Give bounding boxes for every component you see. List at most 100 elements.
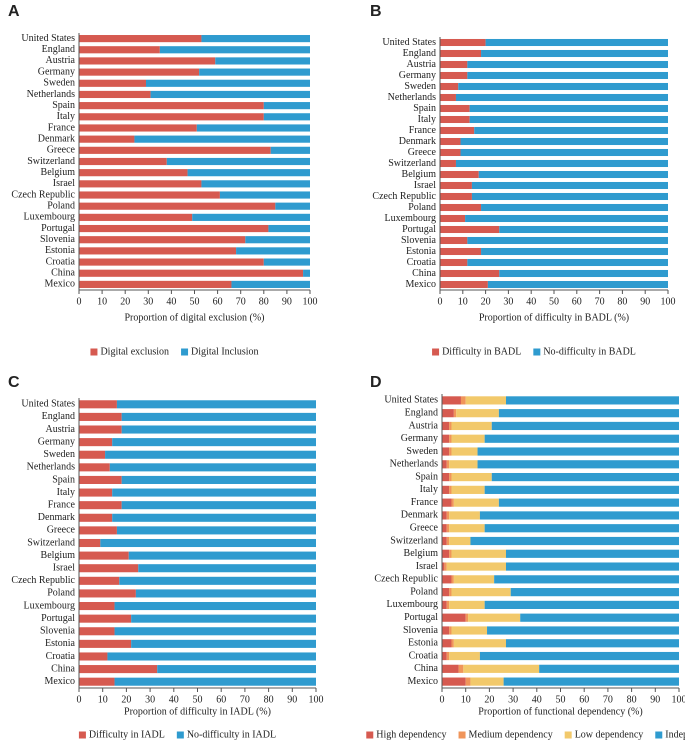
- bar-segment: [440, 148, 461, 157]
- bar-segment: [79, 90, 151, 99]
- bar-segment: [201, 180, 310, 188]
- y-tick-label: Italy: [57, 111, 75, 122]
- y-tick-label: Denmark: [401, 510, 438, 521]
- bar-segment: [131, 639, 316, 648]
- bar-segment: [449, 485, 452, 494]
- bar-segment: [150, 90, 310, 99]
- y-tick-label: Poland: [408, 202, 436, 213]
- x-tick-label: 10: [461, 694, 471, 705]
- y-tick-label: Estonia: [408, 638, 439, 649]
- bar-segment: [79, 258, 264, 266]
- bar-segment: [467, 236, 668, 245]
- y-tick-label: China: [51, 268, 75, 279]
- bar-segment: [442, 511, 447, 520]
- bar-segment: [79, 438, 113, 447]
- y-tick-label: United States: [384, 395, 438, 406]
- x-tick-label: 30: [143, 296, 153, 307]
- bar-segment: [451, 434, 485, 443]
- bar-segment: [479, 651, 679, 661]
- y-tick-label: Portugal: [41, 223, 75, 234]
- bar-segment: [449, 421, 452, 431]
- bar-segment: [440, 159, 456, 168]
- y-tick-label: Germany: [38, 436, 75, 447]
- bar-segment: [263, 258, 310, 266]
- x-tick-label: 100: [661, 296, 676, 307]
- bar-segment: [442, 421, 450, 431]
- bar-segment: [79, 488, 113, 497]
- bar-segment: [119, 576, 316, 585]
- bar-segment: [440, 126, 475, 135]
- y-tick-label: Luxembourg: [24, 600, 75, 611]
- bar-segment: [440, 192, 472, 201]
- x-tick-label: 60: [572, 296, 582, 307]
- y-tick-label: Netherlands: [27, 89, 75, 100]
- bar-segment: [187, 169, 310, 177]
- bar-segment: [112, 513, 317, 522]
- bar-segment: [270, 146, 310, 154]
- y-tick-label: Portugal: [404, 612, 438, 623]
- x-tick-label: 20: [121, 694, 131, 705]
- bar-segment: [460, 137, 668, 146]
- x-tick-label: 30: [145, 694, 155, 705]
- bar-segment: [503, 677, 679, 686]
- bar-segment: [245, 236, 310, 244]
- y-tick-label: Belgium: [41, 550, 76, 561]
- bar-segment: [79, 639, 132, 648]
- bar-segment: [79, 538, 101, 548]
- bar-segment: [79, 213, 193, 221]
- bar-segment: [79, 551, 129, 560]
- bar-segment: [236, 247, 310, 255]
- bar-segment: [79, 526, 117, 535]
- bar-segment: [442, 498, 452, 507]
- bar-segment: [135, 589, 316, 598]
- y-tick-label: Mexico: [44, 676, 75, 687]
- x-tick-label: 0: [77, 296, 82, 307]
- y-tick-label: Switzerland: [390, 535, 438, 546]
- bar-segment: [121, 501, 316, 510]
- legend-label: Difficulty in IADL: [89, 729, 165, 740]
- panel-label: B: [370, 3, 382, 20]
- bar-segment: [440, 71, 468, 80]
- bar-segment: [505, 562, 679, 571]
- bar-segment: [79, 450, 106, 459]
- bar-segment: [451, 588, 511, 597]
- bar-segment: [79, 247, 237, 255]
- bar-segment: [121, 475, 316, 484]
- y-tick-label: Croatia: [409, 650, 439, 661]
- y-tick-label: United States: [21, 33, 75, 44]
- bar-segment: [145, 79, 310, 87]
- legend-swatch: [78, 731, 86, 739]
- y-tick-label: Belgium: [404, 548, 439, 559]
- legend-swatch: [458, 731, 466, 739]
- bar-segment: [442, 626, 450, 635]
- bar-segment: [449, 651, 480, 661]
- bar-segment: [79, 191, 220, 199]
- bar-segment: [268, 224, 310, 233]
- bar-segment: [455, 93, 668, 102]
- bar-segment: [451, 626, 488, 635]
- bar-segment: [440, 203, 482, 212]
- bar-segment: [79, 280, 232, 288]
- y-tick-label: Austria: [46, 424, 76, 435]
- y-tick-label: Greece: [410, 523, 439, 534]
- bar-segment: [442, 600, 447, 610]
- bar-segment: [79, 224, 269, 233]
- x-tick-label: 10: [458, 296, 468, 307]
- y-tick-label: United States: [382, 37, 436, 48]
- y-tick-label: Slovenia: [40, 234, 76, 245]
- bar-segment: [107, 652, 316, 661]
- bar-segment: [469, 115, 668, 124]
- x-axis-label: Proportion of digital exclusion (%): [125, 312, 265, 323]
- y-tick-label: France: [409, 125, 437, 136]
- y-tick-label: Israel: [53, 178, 75, 189]
- bar-segment: [467, 71, 668, 80]
- bar-segment: [166, 157, 310, 166]
- bar-segment: [451, 485, 485, 494]
- bar-segment: [105, 450, 316, 459]
- x-tick-label: 90: [640, 296, 650, 307]
- x-tick-label: 20: [120, 296, 130, 307]
- y-tick-label: Belgium: [402, 169, 437, 180]
- y-tick-label: Portugal: [402, 224, 436, 235]
- y-tick-label: Slovenia: [403, 625, 439, 636]
- bar-segment: [79, 614, 132, 623]
